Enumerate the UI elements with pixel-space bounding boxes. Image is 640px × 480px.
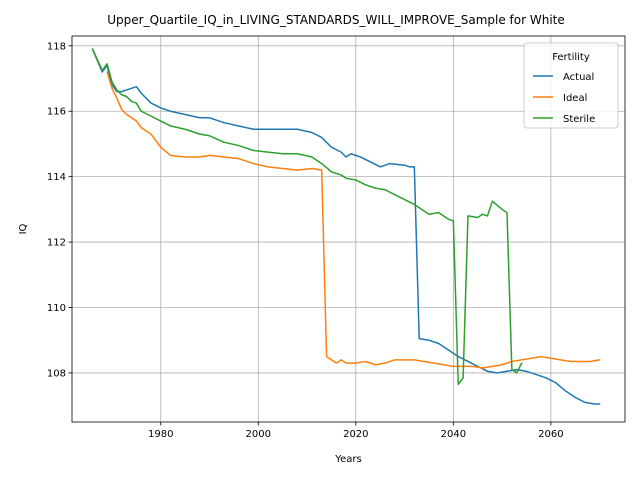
legend-label-actual: Actual [563,72,594,83]
y-tick-label: 108 [47,368,66,379]
y-tick-label: 118 [47,41,66,52]
plot-frame [71,35,626,423]
axis-ticks: 1980 2000 2020 2040 2060 108 110 112 114 116 118 [47,41,564,440]
series-line-sterile [91,48,523,386]
y-tick-label: 112 [47,238,66,249]
x-tick-label: 2040 [441,429,466,440]
series-line-ideal [106,71,601,369]
series-lines [91,48,601,405]
y-axis-label: IQ [18,223,29,234]
y-tick-label: 116 [47,107,66,118]
series-line-actual [91,48,601,405]
legend-box [523,42,619,129]
x-axis-label: Years [334,454,361,465]
legend-label-sterile: Sterile [563,114,595,125]
chart-title: Upper_Quartile_IQ_in_LIVING_STANDARDS_WI… [107,13,565,27]
legend-title: Fertility [552,52,590,63]
y-tick-label: 110 [47,303,66,314]
legend-label-ideal: Ideal [563,93,587,104]
x-tick-label: 1980 [148,429,173,440]
x-tick-label: 2000 [246,429,271,440]
y-tick-label: 114 [47,172,66,183]
x-tick-label: 2060 [538,429,563,440]
legend: Fertility Actual Ideal Sterile [523,42,619,129]
x-tick-label: 2020 [343,429,368,440]
